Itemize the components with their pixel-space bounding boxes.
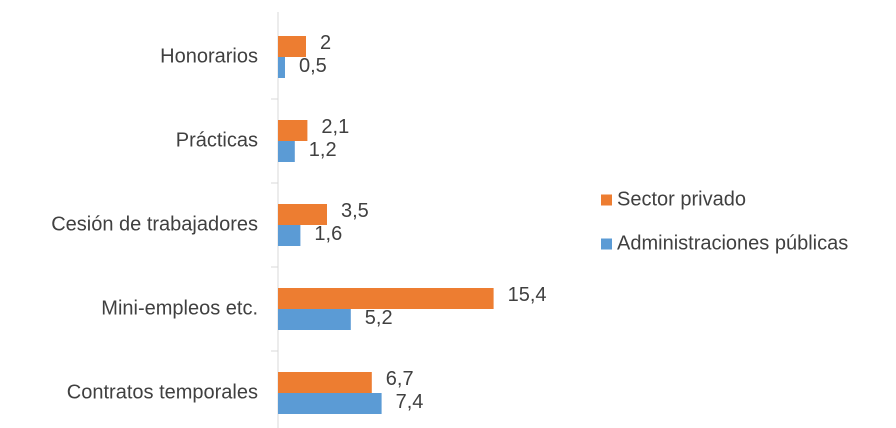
bar [278, 120, 308, 141]
legend-swatch [601, 238, 612, 250]
value-label: 0,5 [299, 55, 327, 77]
bar [278, 372, 372, 393]
legend-label: Sector privado [617, 188, 746, 210]
value-label: 2,1 [321, 116, 349, 138]
bar [278, 57, 285, 78]
value-label: 15,4 [508, 284, 547, 306]
category-label: Mini-empleos etc. [101, 297, 258, 319]
bar [278, 393, 382, 414]
bar [278, 141, 295, 162]
legend-swatch [601, 194, 612, 206]
category-label: Contratos temporales [67, 381, 258, 403]
bar [278, 36, 306, 57]
bar [278, 225, 301, 246]
category-label: Honorarios [160, 45, 258, 67]
value-label: 7,4 [396, 391, 424, 413]
category-label: Cesión de trabajadores [51, 213, 258, 235]
bar [278, 309, 351, 330]
bar [278, 288, 494, 309]
legend-label: Administraciones públicas [617, 232, 848, 254]
value-label: 6,7 [386, 368, 414, 390]
value-label: 2 [320, 32, 331, 54]
value-label: 1,2 [309, 139, 337, 161]
bar [278, 204, 327, 225]
value-label: 1,6 [314, 223, 342, 245]
value-label: 3,5 [341, 200, 369, 222]
category-label: Prácticas [176, 129, 258, 151]
value-label: 5,2 [365, 307, 393, 329]
